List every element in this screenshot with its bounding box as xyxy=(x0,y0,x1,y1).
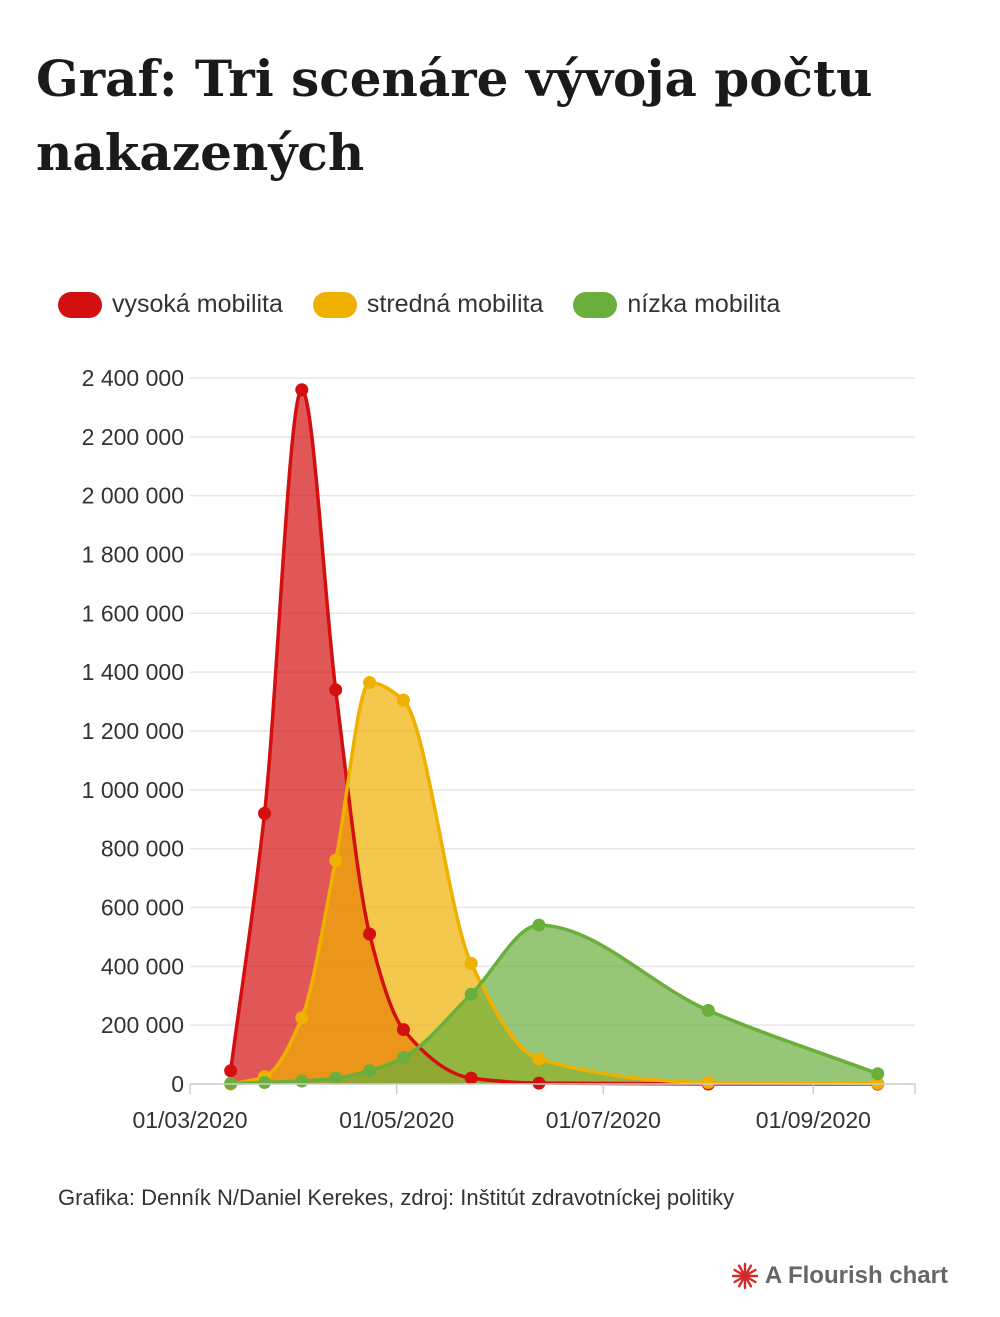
y-tick-label: 2 400 000 xyxy=(82,365,184,391)
area-layer xyxy=(230,389,878,1084)
legend-label-stredna: stredná mobilita xyxy=(366,290,544,318)
data-point-nizka[interactable] xyxy=(532,918,546,932)
area-chart: 0 200 000 400 000 600 000 800 000 1 000 000 1 … xyxy=(82,365,916,1133)
data-point-vysoka[interactable] xyxy=(396,1023,410,1037)
data-point-vysoka[interactable] xyxy=(224,1064,238,1078)
y-tick-label: 1 000 000 xyxy=(82,777,184,803)
flourish-credit[interactable]: A Flourish chart xyxy=(731,1262,948,1290)
legend-swatch-vysoka xyxy=(58,291,102,318)
y-tick-label: 1 600 000 xyxy=(82,600,184,626)
y-tick-label: 1 200 000 xyxy=(82,718,184,744)
y-tick-label: 2 000 000 xyxy=(82,483,184,509)
data-point-vysoka[interactable] xyxy=(329,683,343,697)
data-point-stredna[interactable] xyxy=(701,1076,715,1090)
legend: vysoká mobilita stredná mobilita nízka m… xyxy=(58,290,810,319)
y-tick-label: 400 000 xyxy=(101,953,184,979)
data-point-nizka[interactable] xyxy=(295,1074,309,1088)
data-point-stredna[interactable] xyxy=(464,956,478,970)
y-tick-label: 1 400 000 xyxy=(82,659,184,685)
data-point-vysoka[interactable] xyxy=(363,927,377,941)
legend-item-nizka[interactable]: nízka mobilita xyxy=(573,290,780,319)
data-point-vysoka[interactable] xyxy=(295,383,309,397)
source-note: Grafika: Denník N/Daniel Kerekes, zdroj:… xyxy=(58,1185,735,1210)
legend-label-vysoka: vysoká mobilita xyxy=(112,290,283,318)
x-tick-label: 01/07/2020 xyxy=(546,1107,661,1133)
data-point-vysoka[interactable] xyxy=(258,806,272,820)
y-tick-label: 0 xyxy=(171,1071,184,1097)
axis-layer: 0 200 000 400 000 600 000 800 000 1 000 000 1 … xyxy=(82,365,916,1133)
data-point-stredna[interactable] xyxy=(295,1011,309,1025)
data-point-nizka[interactable] xyxy=(701,1003,715,1017)
y-tick-label: 600 000 xyxy=(101,895,184,921)
data-point-stredna[interactable] xyxy=(396,693,410,707)
flourish-logo-icon xyxy=(731,1262,759,1290)
legend-item-stredna[interactable]: stredná mobilita xyxy=(312,290,544,319)
y-tick-label: 800 000 xyxy=(101,836,184,862)
legend-item-vysoka[interactable]: vysoká mobilita xyxy=(58,290,283,319)
legend-label-nizka: nízka mobilita xyxy=(627,290,781,318)
legend-swatch-nizka xyxy=(573,291,618,318)
legend-swatch-stredna xyxy=(312,291,357,318)
data-point-vysoka[interactable] xyxy=(464,1071,478,1085)
data-point-stredna[interactable] xyxy=(532,1052,546,1066)
x-tick-label: 01/09/2020 xyxy=(756,1107,871,1133)
data-point-nizka[interactable] xyxy=(329,1071,343,1085)
y-tick-label: 1 800 000 xyxy=(82,542,184,568)
area-nizka xyxy=(230,925,878,1084)
x-tick-label: 01/03/2020 xyxy=(132,1107,247,1133)
flourish-credit-text: A Flourish chart xyxy=(764,1262,948,1289)
x-tick-label: 01/05/2020 xyxy=(339,1107,454,1133)
data-point-nizka[interactable] xyxy=(258,1076,272,1090)
data-point-nizka[interactable] xyxy=(871,1067,885,1081)
y-tick-label: 2 200 000 xyxy=(82,424,184,450)
data-point-vysoka[interactable] xyxy=(532,1076,546,1090)
y-tick-label: 200 000 xyxy=(101,1012,184,1038)
data-point-nizka[interactable] xyxy=(363,1064,377,1078)
data-point-stredna[interactable] xyxy=(363,675,377,689)
data-point-nizka[interactable] xyxy=(464,987,478,1001)
data-point-nizka[interactable] xyxy=(396,1051,410,1065)
data-point-stredna[interactable] xyxy=(329,853,343,867)
area-vysoka xyxy=(230,389,878,1084)
chart-title: Graf: Tri scenáre vývoja počtu nakazenýc… xyxy=(36,49,873,182)
area-stredna xyxy=(230,682,878,1084)
